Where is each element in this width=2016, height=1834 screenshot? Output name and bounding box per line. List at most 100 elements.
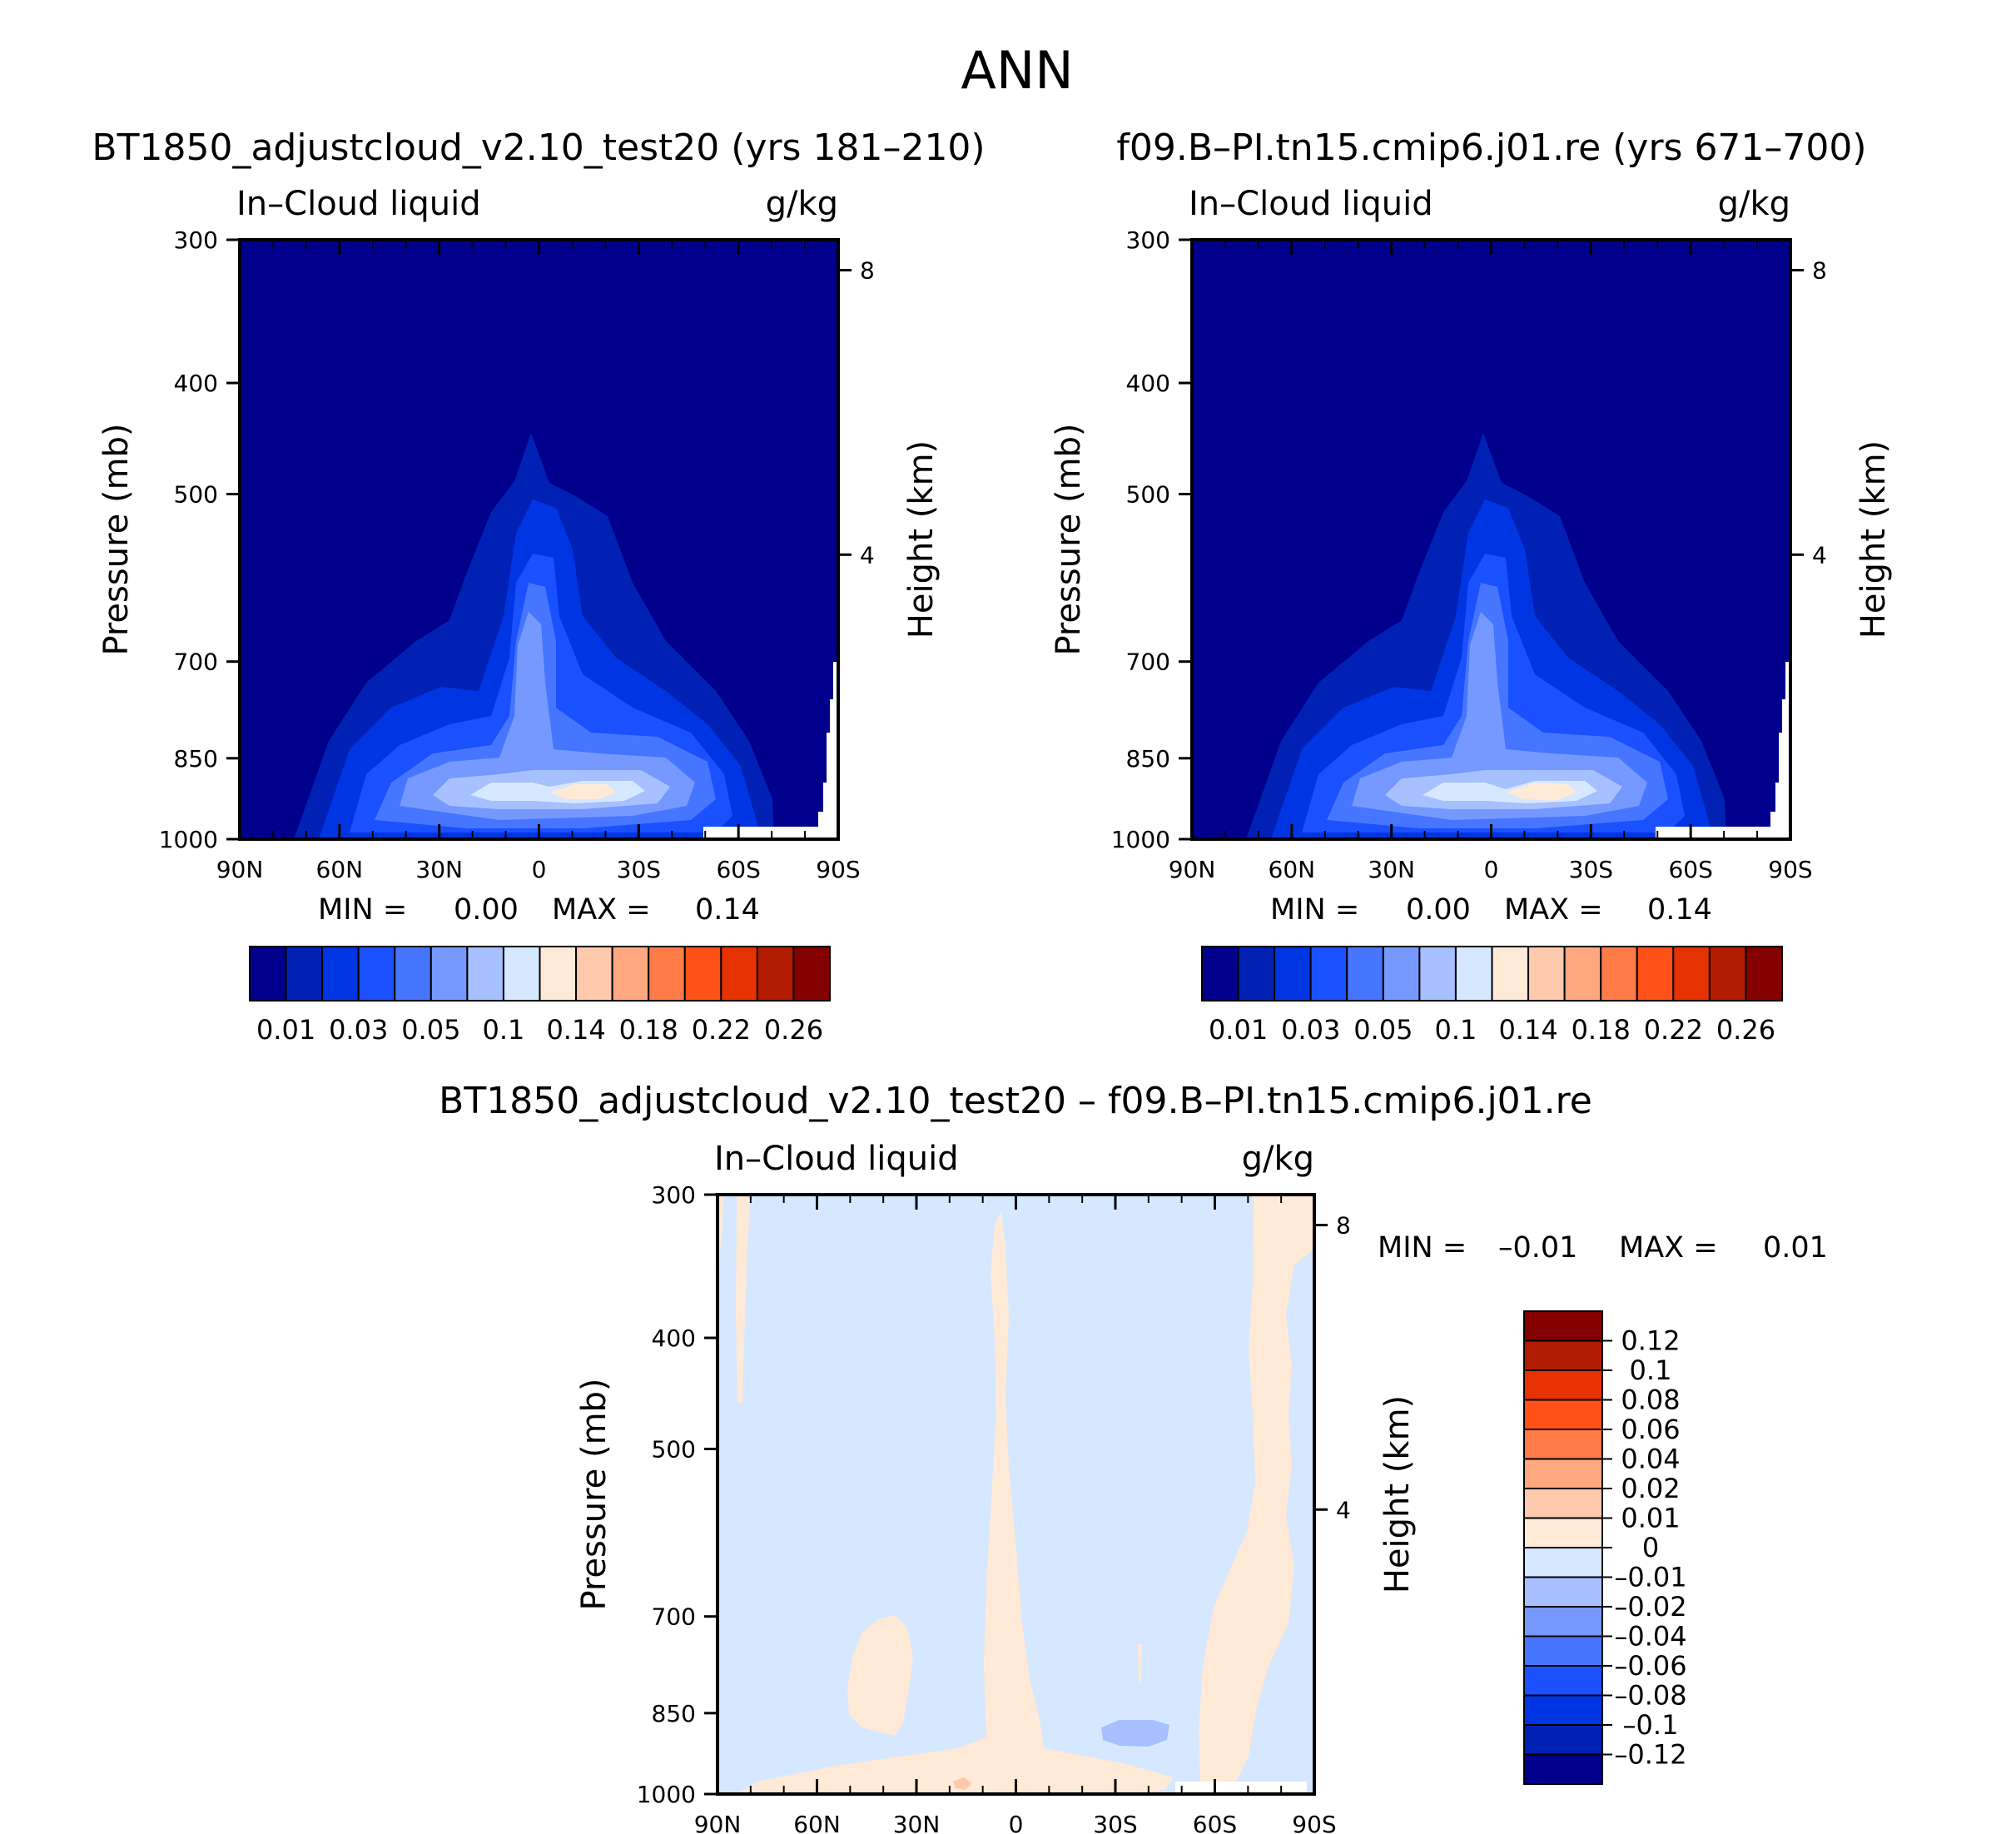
colorbar-swatch [1523, 1488, 1603, 1519]
colorbar-swatch [1523, 1339, 1603, 1371]
colorbar-swatch [1523, 1310, 1603, 1342]
colorbar-swatch [1523, 1369, 1603, 1401]
colorbar-tick-label: 0.01 [1209, 1014, 1268, 1046]
colorbar-swatch [648, 946, 686, 1001]
colorbar-swatch [1274, 946, 1312, 1001]
colorbar-swatch [1418, 946, 1457, 1001]
colorbar-tick-label: 0.14 [546, 1014, 605, 1046]
y-axis-label: Pressure (mb) [97, 423, 136, 655]
colorbar-tick-label: 0.1 [482, 1014, 524, 1046]
colorbar-tick-label: 0.22 [1644, 1014, 1703, 1046]
x-tick-label: 90N [694, 1811, 742, 1834]
colorbar-swatch [720, 946, 758, 1001]
contour-level-0.1 [400, 612, 695, 820]
min-label: MIN = [1378, 1231, 1467, 1265]
x-tick-label: 30N [415, 856, 463, 883]
colorbar-swatch [1745, 946, 1783, 1001]
colorbar-swatch [539, 946, 578, 1001]
y2-tick-label: 8 [860, 257, 875, 285]
colorbar-swatch [1523, 1429, 1603, 1460]
contour-field [240, 240, 838, 839]
colorbar-tick-label: 0.18 [1572, 1014, 1631, 1046]
colorbar-tick-label: –0.1 [1623, 1709, 1679, 1741]
colorbar-tick-label: 0.08 [1621, 1384, 1680, 1416]
max-value: 0.01 [1763, 1231, 1828, 1265]
y-tick-label: 400 [652, 1325, 696, 1352]
colorbar-swatch [1636, 946, 1675, 1001]
panel-title: BT1850_adjustcloud_v2.10_test20 (yrs 181… [92, 127, 985, 169]
colorbar-swatch [1523, 1458, 1603, 1489]
x-tick-label: 60N [793, 1811, 841, 1834]
contour-field [718, 1195, 1314, 1794]
colorbar-swatch [1382, 946, 1421, 1001]
x-tick-label: 90S [1768, 856, 1812, 883]
x-tick-label: 30S [1093, 1811, 1137, 1834]
colorbar-tick-label: 0.03 [1281, 1014, 1340, 1046]
colorbar-swatch [1523, 1753, 1603, 1785]
units-label: g/kg [1242, 1140, 1314, 1178]
colorbar-tick-label: –0.08 [1614, 1680, 1686, 1712]
x-tick-label: 60N [316, 856, 364, 883]
colorbar-swatch [466, 946, 504, 1001]
colorbar-tick-label: 0.01 [1621, 1503, 1680, 1534]
colorbar-swatch [1237, 946, 1276, 1001]
variable-label: In–Cloud liquid [236, 185, 481, 223]
x-tick-label: 0 [1484, 856, 1499, 883]
variable-label: In–Cloud liquid [1189, 185, 1433, 223]
colorbar-tick-label: –0.01 [1614, 1562, 1686, 1593]
min-label: MIN = [318, 893, 407, 927]
missing-data [703, 662, 838, 839]
colorbar-tick-label: 0.05 [1353, 1014, 1413, 1046]
colorbar-swatch [1523, 1724, 1603, 1756]
colorbar-swatch [249, 946, 287, 1001]
max-label: MAX = [552, 893, 651, 927]
colorbar-tick-label: 0.05 [401, 1014, 460, 1046]
contour-positive-south [1199, 1195, 1314, 1782]
colorbar-swatch [1708, 946, 1747, 1001]
panel-title: BT1850_adjustcloud_v2.10_test20 – f09.B–… [439, 1080, 1592, 1122]
y-tick-label: 850 [174, 745, 218, 773]
max-label: MAX = [1619, 1231, 1718, 1265]
max-label: MAX = [1504, 893, 1603, 927]
colorbar-swatch [285, 946, 324, 1001]
colorbar: 0.120.10.080.060.040.020.010–0.01–0.02–0… [1523, 1310, 1687, 1785]
y2-axis-label: Height (km) [902, 440, 941, 639]
contour-positive-surface [737, 1736, 1174, 1794]
y2-tick-label: 4 [1336, 1496, 1351, 1523]
colorbar-swatch [430, 946, 469, 1001]
colorbar-tick-label: 0.1 [1630, 1354, 1672, 1386]
colorbar-swatch [1523, 1517, 1603, 1548]
y-tick-label: 850 [652, 1700, 696, 1727]
x-tick-label: 30S [1569, 856, 1613, 883]
x-tick-label: 90S [816, 856, 860, 883]
colorbar-swatch [1523, 1547, 1603, 1578]
colorbar-tick-label: 0.12 [1621, 1325, 1680, 1357]
axes: 90N 60N 30N 0 30S 60S 90S 300 400 500 700 850 1000 8 4 [637, 1181, 1351, 1834]
colorbar-tick-label: 0.03 [329, 1014, 388, 1046]
figure-title: ANN [961, 40, 1073, 101]
contour-negative-south [1101, 1720, 1169, 1747]
colorbar-tick-label: 0.26 [764, 1014, 823, 1046]
y-axis-label: Pressure (mb) [1050, 423, 1088, 655]
y2-tick-label: 4 [860, 541, 875, 569]
x-tick-label: 60S [1193, 1811, 1237, 1834]
y-tick-label: 850 [1126, 745, 1170, 773]
x-tick-label: 60S [716, 856, 760, 883]
colorbar-tick-label: 0.22 [692, 1014, 751, 1046]
colorbar-swatch [1672, 946, 1711, 1001]
panel-difference: BT1850_adjustcloud_v2.10_test20 – f09.B–… [439, 1080, 1828, 1834]
contour-level-0.22 [549, 784, 616, 799]
y-tick-label: 700 [652, 1603, 696, 1631]
colorbar-swatch [1491, 946, 1530, 1001]
y-tick-label: 500 [652, 1435, 696, 1463]
colorbar-swatch [1600, 946, 1638, 1001]
colorbar-tick-label: –0.04 [1614, 1621, 1686, 1653]
colorbar-tick-label: 0.02 [1621, 1473, 1680, 1504]
colorbar: 0.01 0.03 0.05 0.1 0.14 0.18 0.22 0.26 [249, 946, 831, 1046]
panel-title: f09.B–PI.tn15.cmip6.j01.re (yrs 671–700) [1116, 127, 1866, 169]
colorbar-tick-label: 0.14 [1498, 1014, 1557, 1046]
y-tick-label: 1000 [1111, 826, 1170, 853]
colorbar-tick-label: 0.1 [1434, 1014, 1477, 1046]
axes: 90N 60N 30N 0 30S 60S 90S 300 400 500 700 850 1000 8 4 [1111, 226, 1827, 883]
y-tick-label: 400 [1126, 370, 1170, 397]
